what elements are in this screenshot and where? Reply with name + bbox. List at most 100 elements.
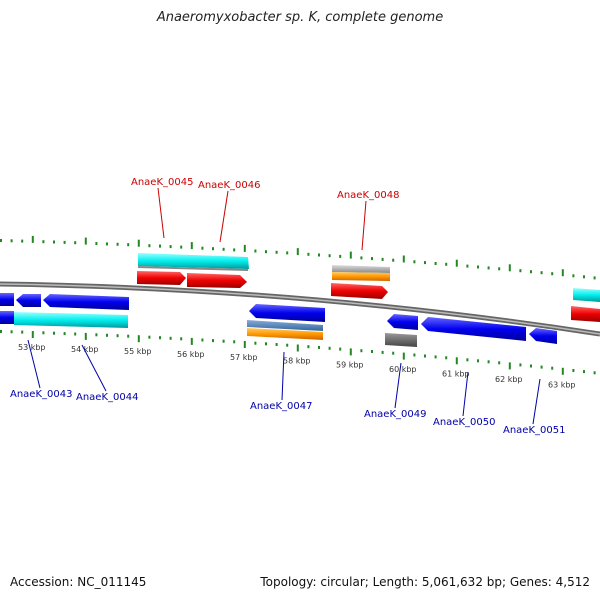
- gene-label-0050[interactable]: AnaeK_0050: [433, 417, 495, 428]
- tick-mark: [339, 254, 342, 258]
- tick-mark: [243, 244, 246, 252]
- gene-label-0043[interactable]: AnaeK_0043: [10, 389, 72, 400]
- tick-mark: [212, 339, 214, 343]
- tick-mark: [148, 335, 151, 339]
- trna-feature-0045[interactable]: [138, 253, 249, 269]
- tick-mark: [116, 242, 119, 246]
- tick-mark: [286, 343, 289, 347]
- genome-stats-text: Topology: circular; Length: 5,061,632 bp…: [260, 575, 590, 589]
- tick-mark: [148, 244, 151, 248]
- gene-label-0047[interactable]: AnaeK_0047: [250, 401, 312, 412]
- cds-feature-0047[interactable]: [249, 304, 325, 322]
- cds-feature-0042[interactable]: [0, 293, 14, 306]
- tick-mark: [318, 253, 320, 257]
- gene-feature-0047[interactable]: [247, 328, 323, 340]
- tick-mark: [402, 255, 405, 263]
- tick-mark: [275, 343, 278, 346]
- tick-mark: [498, 267, 501, 271]
- tick-mark: [360, 256, 363, 260]
- cds-feature-0050[interactable]: [421, 317, 526, 341]
- tick-mark: [424, 354, 426, 358]
- gene-label-0049[interactable]: AnaeK_0049: [364, 409, 426, 420]
- tick-mark: [561, 269, 564, 277]
- top-label-leaders: [157, 187, 367, 251]
- tick-mark: [265, 250, 267, 254]
- cds-feature-0043b[interactable]: [0, 311, 14, 324]
- tick-mark: [508, 264, 511, 272]
- tick-label: 58 kbp: [283, 357, 311, 366]
- tick-mark: [265, 342, 267, 346]
- gene-label-0046[interactable]: AnaeK_0046: [198, 180, 260, 191]
- tick-mark: [593, 276, 596, 280]
- genome-backbone: [0, 281, 600, 337]
- tick-mark: [201, 338, 204, 342]
- tick-mark: [508, 362, 511, 370]
- tick-mark: [137, 239, 140, 247]
- tick-mark: [21, 330, 24, 334]
- map-title: Anaeromyxobacter sp. K, complete genome: [156, 10, 444, 25]
- tick-mark: [392, 351, 395, 355]
- tick-mark: [31, 331, 34, 338]
- tick-mark: [381, 350, 384, 354]
- cds-feature-0048[interactable]: [331, 283, 388, 299]
- tick-mark: [84, 237, 87, 245]
- misc-feature-0047[interactable]: [247, 320, 323, 331]
- forward-strand-features[interactable]: [137, 253, 600, 322]
- accession-text: Accession: NC_011145: [10, 575, 147, 589]
- tick-mark: [466, 358, 469, 362]
- tick-mark: [455, 259, 458, 267]
- misc-feature-0048[interactable]: [332, 265, 390, 273]
- cds-feature-0044[interactable]: [43, 294, 129, 310]
- cds-feature-0049[interactable]: [387, 314, 418, 330]
- tick-mark: [328, 254, 331, 258]
- gene-label-0051[interactable]: AnaeK_0051: [503, 425, 565, 436]
- tick-mark: [116, 334, 119, 338]
- tick-mark: [519, 363, 522, 367]
- tick-mark: [540, 271, 543, 275]
- tick-mark: [551, 272, 554, 276]
- tick-mark: [349, 348, 352, 356]
- tick-mark: [296, 248, 299, 256]
- tick-label: 56 kbp: [177, 350, 205, 359]
- tick-mark: [561, 367, 564, 375]
- tick-mark: [190, 242, 193, 250]
- tick-label: 61 kbp: [442, 370, 470, 379]
- misc-feature-0049[interactable]: [385, 333, 417, 347]
- gene-label-0045[interactable]: AnaeK_0045: [131, 177, 193, 188]
- cds-feature-edge[interactable]: [571, 306, 600, 322]
- tick-mark: [371, 350, 373, 353]
- tick-mark: [63, 240, 66, 244]
- cds-feature-0045[interactable]: [137, 271, 186, 285]
- cds-feature-0046[interactable]: [187, 273, 247, 288]
- trna-feature-0043[interactable]: [14, 312, 128, 328]
- tick-mark: [339, 347, 342, 351]
- gene-label-0044[interactable]: AnaeK_0044: [76, 392, 138, 403]
- cds-feature-0043a[interactable]: [16, 294, 41, 307]
- tick-mark: [10, 330, 13, 334]
- tick-mark: [275, 250, 278, 254]
- tick-mark: [360, 349, 363, 353]
- tick-mark: [413, 353, 416, 357]
- cds-feature-0051[interactable]: [529, 328, 557, 344]
- tick-mark: [233, 248, 236, 252]
- tick-label: 57 kbp: [230, 353, 258, 362]
- bottom-label-leaders: [27, 339, 541, 425]
- tick-mark: [169, 336, 172, 340]
- tick-mark: [498, 361, 501, 365]
- gene-label-0048[interactable]: AnaeK_0048: [337, 190, 399, 201]
- tick-mark: [233, 340, 236, 344]
- tick-mark: [106, 242, 108, 246]
- tick-mark: [31, 235, 34, 243]
- tick-mark: [95, 333, 98, 337]
- tick-mark: [42, 331, 45, 335]
- tick-mark: [0, 239, 2, 242]
- tick-mark: [180, 245, 183, 249]
- tick-mark: [381, 257, 384, 261]
- tick-mark: [42, 240, 45, 244]
- reverse-strand-features[interactable]: [0, 293, 557, 347]
- gene-feature-0048[interactable]: [332, 272, 390, 281]
- tick-mark: [318, 346, 320, 349]
- tick-label: 63 kbp: [548, 380, 576, 389]
- trna-feature-edge[interactable]: [573, 288, 600, 302]
